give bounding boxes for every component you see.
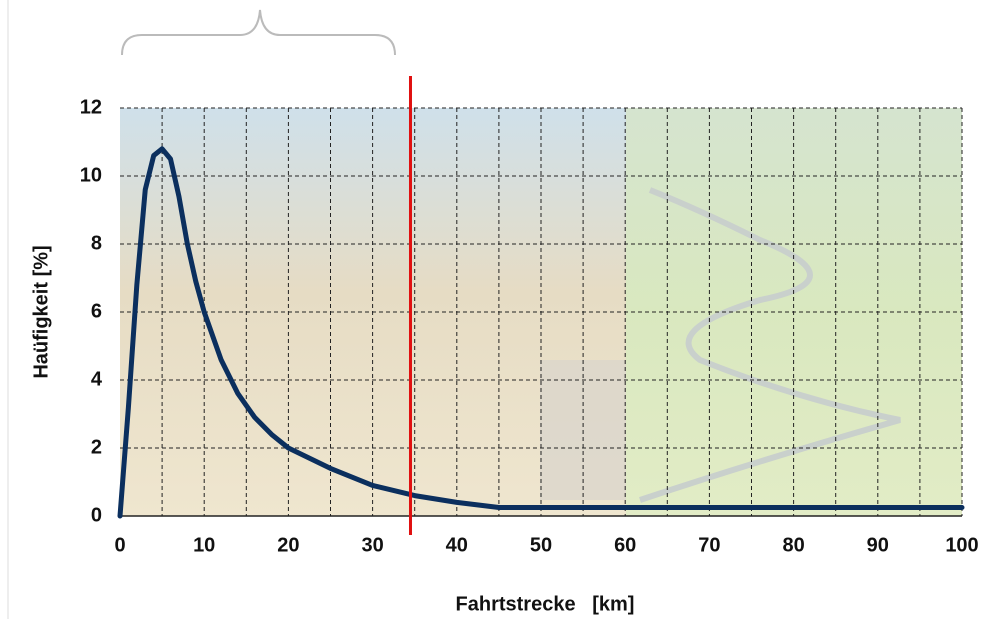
x-tick-label: 100 [945,534,978,556]
data-line [117,146,965,519]
x-tick-label: 30 [361,534,383,556]
y-tick-label: 4 [91,368,103,390]
y-tick-label: 12 [80,96,102,118]
x-tick-label: 80 [782,534,804,556]
x-tick-label: 60 [614,534,636,556]
x-tick-label: 20 [277,534,299,556]
y-tick-label: 6 [91,300,102,322]
x-tick-label: 50 [530,534,552,556]
y-tick-label: 10 [80,164,102,186]
x-tick-label: 10 [193,534,215,556]
y-tick-label: 8 [91,232,102,254]
y-tick-label: 0 [91,504,102,526]
x-tick-label: 90 [867,534,889,556]
x-axis-label: Fahrtstrecke [km] [456,593,635,615]
y-tick-label: 2 [91,436,102,458]
x-tick-label: 0 [114,534,125,556]
x-tick-label: 70 [698,534,720,556]
x-tick-label: 40 [446,534,468,556]
y-axis-label: Haüfigkeit [%] [30,245,52,378]
brace [121,9,396,56]
road [639,187,901,503]
